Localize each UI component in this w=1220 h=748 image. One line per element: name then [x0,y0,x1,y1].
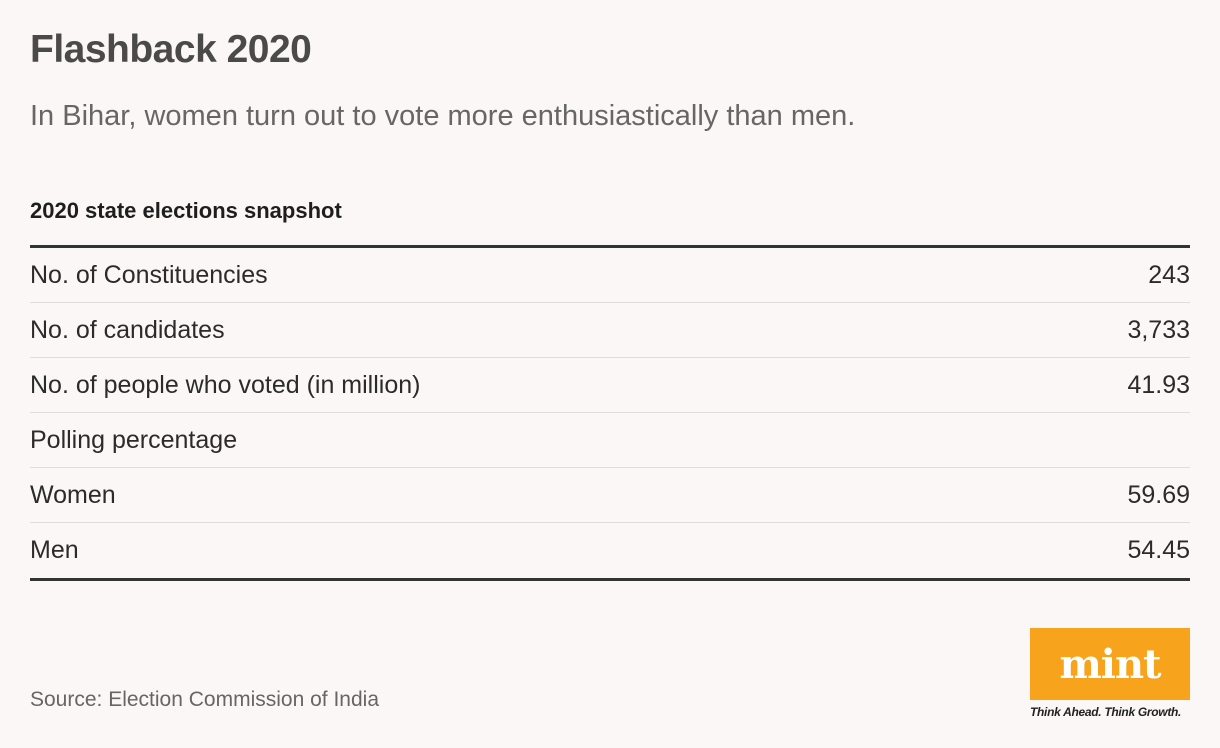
table-row: No. of candidates 3,733 [30,303,1190,358]
table-row: No. of Constituencies 243 [30,248,1190,303]
mint-logo-mark: mint [1030,628,1190,700]
row-label: Men [30,536,79,564]
row-value: 54.45 [1127,536,1190,564]
page-subtitle: In Bihar, women turn out to vote more en… [30,100,856,132]
row-value: 59.69 [1127,480,1190,509]
row-label: Polling percentage [30,425,238,454]
page-title: Flashback 2020 [30,28,312,71]
table-row: No. of people who voted (in million) 41.… [30,358,1190,413]
snapshot-table: No. of Constituencies 243 No. of candida… [30,245,1190,581]
table-row: Polling percentage [30,413,1190,468]
row-label: No. of candidates [30,315,225,344]
logo-tagline: Think Ahead. Think Growth. [1030,705,1182,719]
table-title: 2020 state elections snapshot [30,198,342,223]
row-label: No. of people who voted (in million) [30,370,421,399]
table-row: Men 54.45 [30,523,1190,578]
row-label: Women [30,480,116,509]
mint-logo: mint Think Ahead. Think Growth. [1030,628,1190,719]
table-row: Women 59.69 [30,468,1190,523]
row-value: 3,733 [1127,315,1190,344]
row-value: 243 [1148,260,1190,289]
row-value: 41.93 [1127,370,1190,399]
row-label: No. of Constituencies [30,260,268,289]
source-note: Source: Election Commission of India [30,688,379,711]
